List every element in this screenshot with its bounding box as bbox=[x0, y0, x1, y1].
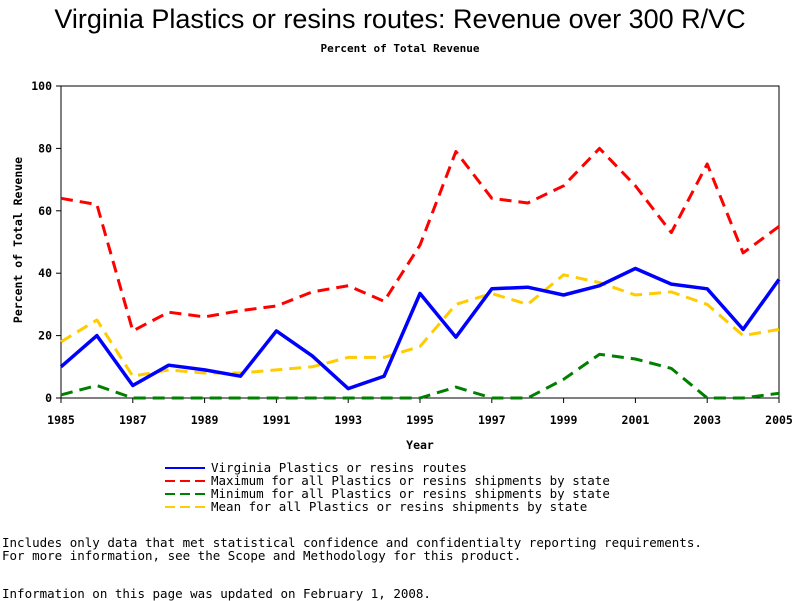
x-tick-label: 2003 bbox=[693, 413, 721, 427]
x-tick-label: 1995 bbox=[406, 413, 434, 427]
legend-label-3: Mean for all Plastics or resins shipment… bbox=[211, 499, 587, 514]
x-tick-label: 2005 bbox=[765, 413, 793, 427]
x-tick-label: 1987 bbox=[119, 413, 147, 427]
x-axis-label: Year bbox=[406, 438, 434, 452]
x-tick-label: 1997 bbox=[478, 413, 506, 427]
footnote-updated: Information on this page was updated on … bbox=[2, 586, 431, 601]
series-line-2 bbox=[60, 352, 780, 400]
footnote-methodology: For more information, see the Scope and … bbox=[2, 548, 522, 563]
y-tick-label: 60 bbox=[38, 204, 52, 218]
y-tick-label: 40 bbox=[38, 266, 52, 280]
y-axis-label: Percent of Total Revenue bbox=[11, 157, 25, 323]
y-tick-label: 20 bbox=[38, 329, 52, 343]
x-tick-label: 1991 bbox=[263, 413, 291, 427]
x-tick-label: 1989 bbox=[191, 413, 219, 427]
series-line-0 bbox=[59, 266, 781, 391]
x-tick-label: 2001 bbox=[622, 413, 650, 427]
x-tick-label: 1993 bbox=[334, 413, 362, 427]
chart-subtitle: Percent of Total Revenue bbox=[320, 42, 480, 55]
series-line-3 bbox=[60, 273, 780, 378]
legend-label-1: Maximum for all Plastics or resins shipm… bbox=[211, 473, 610, 488]
chart-title: Virginia Plastics or resins routes: Reve… bbox=[54, 4, 746, 34]
y-tick-label: 100 bbox=[31, 79, 52, 93]
legend-label-0: Virginia Plastics or resins routes bbox=[211, 460, 467, 475]
y-tick-label: 80 bbox=[38, 141, 52, 155]
legend-label-2: Minimum for all Plastics or resins shipm… bbox=[211, 486, 610, 501]
x-tick-label: 1999 bbox=[550, 413, 578, 427]
footnote-confidence: Includes only data that met statistical … bbox=[2, 535, 702, 550]
x-tick-label: 1985 bbox=[47, 413, 75, 427]
series-line-1 bbox=[60, 146, 780, 333]
y-tick-label: 0 bbox=[45, 391, 52, 405]
